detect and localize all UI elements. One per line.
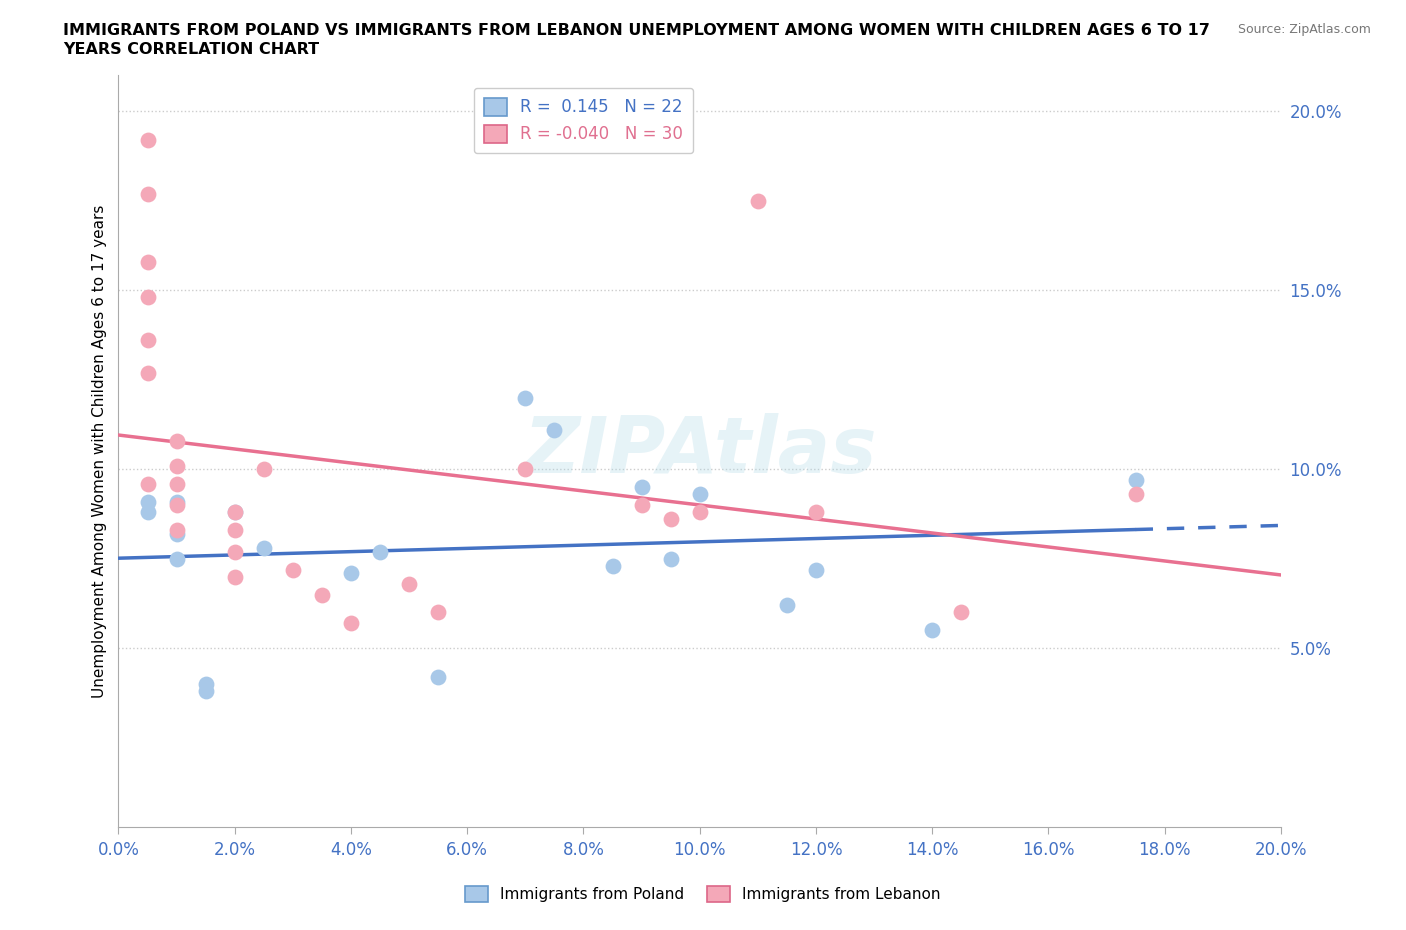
- Point: [515, 462, 537, 477]
- Point: [1125, 472, 1147, 487]
- Point: [224, 544, 246, 559]
- Point: [136, 494, 159, 509]
- Point: [602, 559, 624, 574]
- Point: [921, 623, 943, 638]
- Point: [253, 462, 276, 477]
- Point: [136, 186, 159, 201]
- Point: [747, 193, 769, 208]
- Point: [136, 254, 159, 269]
- Point: [543, 422, 565, 437]
- Point: [166, 433, 188, 448]
- Point: [340, 565, 363, 580]
- Point: [776, 598, 799, 613]
- Point: [311, 587, 333, 602]
- Point: [804, 505, 827, 520]
- Point: [224, 505, 246, 520]
- Point: [166, 551, 188, 566]
- Point: [630, 498, 652, 512]
- Point: [136, 132, 159, 147]
- Point: [224, 569, 246, 584]
- Point: [166, 498, 188, 512]
- Point: [166, 494, 188, 509]
- Legend: R =  0.145   N = 22, R = -0.040   N = 30: R = 0.145 N = 22, R = -0.040 N = 30: [474, 87, 693, 153]
- Point: [194, 684, 217, 698]
- Point: [166, 476, 188, 491]
- Point: [253, 540, 276, 555]
- Point: [166, 526, 188, 541]
- Point: [136, 365, 159, 380]
- Point: [950, 605, 973, 620]
- Point: [689, 505, 711, 520]
- Y-axis label: Unemployment Among Women with Children Ages 6 to 17 years: Unemployment Among Women with Children A…: [93, 205, 107, 698]
- Point: [136, 333, 159, 348]
- Point: [136, 505, 159, 520]
- Text: IMMIGRANTS FROM POLAND VS IMMIGRANTS FROM LEBANON UNEMPLOYMENT AMONG WOMEN WITH : IMMIGRANTS FROM POLAND VS IMMIGRANTS FRO…: [63, 23, 1211, 38]
- Point: [224, 523, 246, 538]
- Point: [281, 562, 304, 577]
- Text: YEARS CORRELATION CHART: YEARS CORRELATION CHART: [63, 42, 319, 57]
- Point: [398, 577, 420, 591]
- Point: [630, 480, 652, 495]
- Point: [804, 562, 827, 577]
- Legend: Immigrants from Poland, Immigrants from Lebanon: Immigrants from Poland, Immigrants from …: [458, 880, 948, 909]
- Point: [224, 505, 246, 520]
- Point: [136, 476, 159, 491]
- Point: [659, 551, 682, 566]
- Text: Source: ZipAtlas.com: Source: ZipAtlas.com: [1237, 23, 1371, 36]
- Point: [1125, 487, 1147, 502]
- Point: [427, 605, 450, 620]
- Point: [136, 290, 159, 305]
- Point: [166, 523, 188, 538]
- Point: [427, 670, 450, 684]
- Point: [689, 487, 711, 502]
- Point: [166, 458, 188, 473]
- Point: [194, 677, 217, 692]
- Point: [659, 512, 682, 527]
- Point: [340, 616, 363, 631]
- Text: ZIPAtlas: ZIPAtlas: [523, 413, 876, 489]
- Point: [515, 391, 537, 405]
- Point: [368, 544, 391, 559]
